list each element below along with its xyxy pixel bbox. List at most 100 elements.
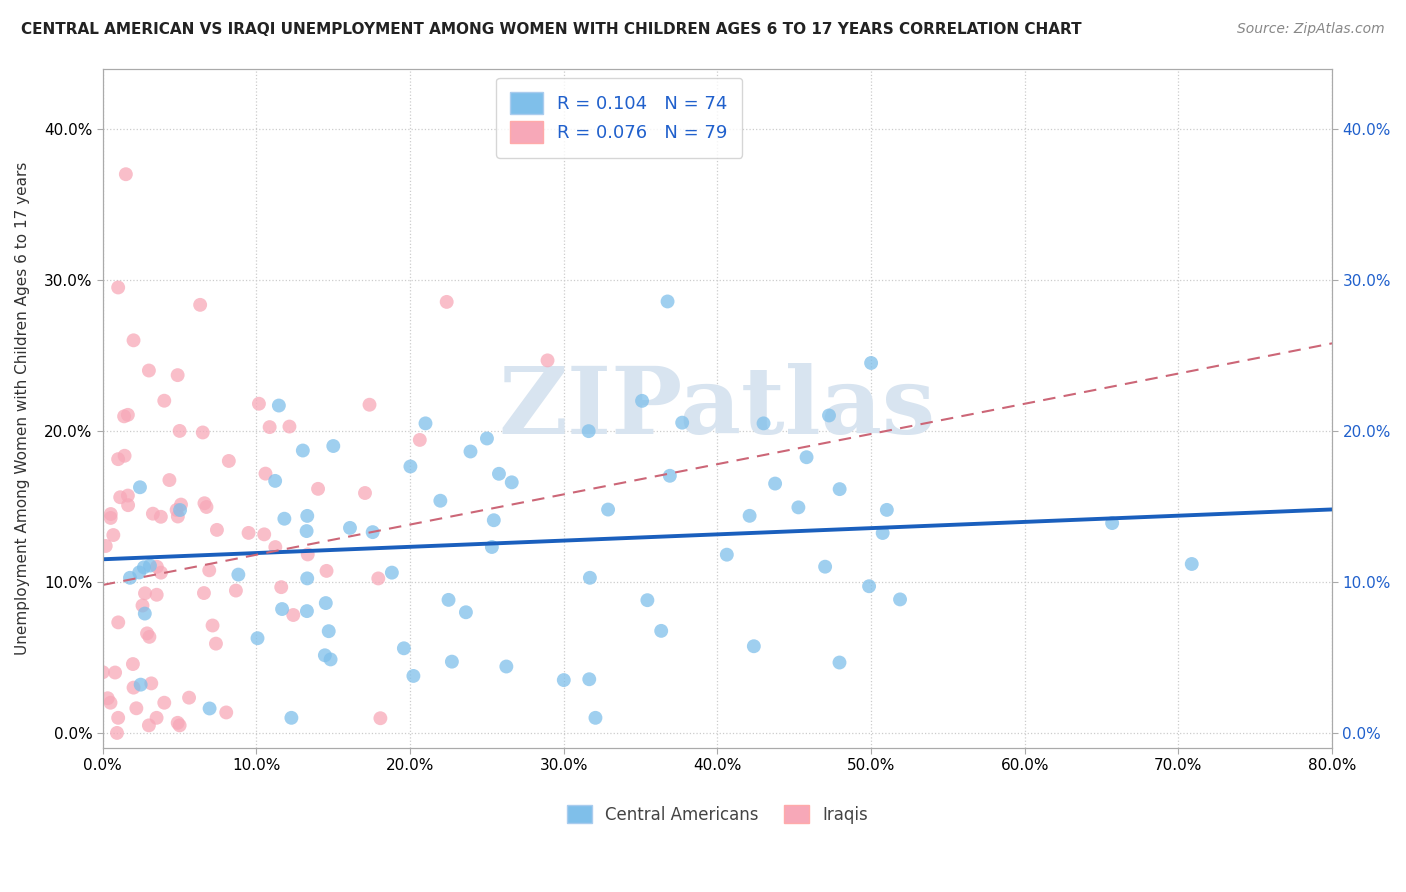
Central Americans <box>297 508 319 523</box>
Iraqis <box>169 424 191 438</box>
Central Americans <box>361 525 384 540</box>
Iraqis <box>278 419 301 434</box>
Iraqis <box>238 525 260 540</box>
Legend: Central Americans, Iraqis: Central Americans, Iraqis <box>558 797 876 832</box>
Iraqis <box>177 690 200 705</box>
Central Americans <box>742 639 765 653</box>
Iraqis <box>205 637 228 651</box>
Iraqis <box>215 706 238 720</box>
Iraqis <box>264 540 287 554</box>
Central Americans <box>763 476 786 491</box>
Central Americans <box>828 656 851 670</box>
Iraqis <box>218 454 240 468</box>
Central Americans <box>1181 557 1204 571</box>
Central Americans <box>169 503 191 517</box>
Iraqis <box>315 564 337 578</box>
Central Americans <box>128 566 150 580</box>
Central Americans <box>291 443 314 458</box>
Central Americans <box>271 602 294 616</box>
Iraqis <box>166 509 188 524</box>
Iraqis <box>146 559 169 574</box>
Iraqis <box>149 566 172 580</box>
Iraqis <box>114 449 136 463</box>
Iraqis <box>436 294 458 309</box>
Central Americans <box>429 493 451 508</box>
Central Americans <box>650 624 672 638</box>
Iraqis <box>166 715 188 730</box>
Central Americans <box>787 500 810 515</box>
Iraqis <box>136 626 159 640</box>
Iraqis <box>367 571 389 585</box>
Central Americans <box>295 571 318 585</box>
Central Americans <box>752 417 775 431</box>
Iraqis <box>103 528 125 542</box>
Central Americans <box>671 416 693 430</box>
Central Americans <box>139 558 162 573</box>
Central Americans <box>129 678 152 692</box>
Central Americans <box>454 605 477 619</box>
Central Americans <box>118 571 141 585</box>
Iraqis <box>145 588 167 602</box>
Iraqis <box>354 486 377 500</box>
Iraqis <box>359 398 381 412</box>
Iraqis <box>166 368 188 383</box>
Central Americans <box>553 673 575 687</box>
Iraqis <box>283 607 305 622</box>
Iraqis <box>125 701 148 715</box>
Central Americans <box>889 592 911 607</box>
Central Americans <box>738 508 761 523</box>
Iraqis <box>107 615 129 630</box>
Central Americans <box>402 669 425 683</box>
Y-axis label: Unemployment Among Women with Children Ages 6 to 17 years: Unemployment Among Women with Children A… <box>15 161 30 655</box>
Iraqis <box>145 711 167 725</box>
Iraqis <box>117 498 139 512</box>
Central Americans <box>596 502 619 516</box>
Iraqis <box>254 467 277 481</box>
Iraqis <box>107 280 129 294</box>
Central Americans <box>246 631 269 645</box>
Iraqis <box>138 630 160 644</box>
Iraqis <box>122 681 145 695</box>
Central Americans <box>657 294 679 309</box>
Iraqis <box>270 580 292 594</box>
Iraqis <box>134 586 156 600</box>
Text: ZIPatlas: ZIPatlas <box>499 363 936 453</box>
Central Americans <box>315 596 337 610</box>
Iraqis <box>107 711 129 725</box>
Iraqis <box>205 523 228 537</box>
Central Americans <box>415 417 437 431</box>
Iraqis <box>117 408 139 422</box>
Central Americans <box>264 474 287 488</box>
Central Americans <box>858 579 880 593</box>
Iraqis <box>409 433 432 447</box>
Central Americans <box>876 503 898 517</box>
Iraqis <box>122 334 145 348</box>
Central Americans <box>319 652 342 666</box>
Central Americans <box>828 482 851 496</box>
Iraqis <box>195 500 218 514</box>
Central Americans <box>437 593 460 607</box>
Central Americans <box>440 655 463 669</box>
Iraqis <box>198 563 221 577</box>
Iraqis <box>153 696 176 710</box>
Iraqis <box>104 665 127 680</box>
Central Americans <box>475 432 498 446</box>
Central Americans <box>631 393 654 408</box>
Iraqis <box>115 167 138 181</box>
Central Americans <box>399 459 422 474</box>
Central Americans <box>578 424 600 438</box>
Central Americans <box>1101 516 1123 530</box>
Central Americans <box>488 467 510 481</box>
Central Americans <box>318 624 340 639</box>
Central Americans <box>280 711 302 725</box>
Iraqis <box>149 509 172 524</box>
Iraqis <box>100 511 122 525</box>
Text: CENTRAL AMERICAN VS IRAQI UNEMPLOYMENT AMONG WOMEN WITH CHILDREN AGES 6 TO 17 YE: CENTRAL AMERICAN VS IRAQI UNEMPLOYMENT A… <box>21 22 1081 37</box>
Iraqis <box>225 583 247 598</box>
Central Americans <box>636 593 658 607</box>
Iraqis <box>307 482 329 496</box>
Central Americans <box>228 567 250 582</box>
Iraqis <box>188 298 211 312</box>
Central Americans <box>198 701 221 715</box>
Iraqis <box>117 489 139 503</box>
